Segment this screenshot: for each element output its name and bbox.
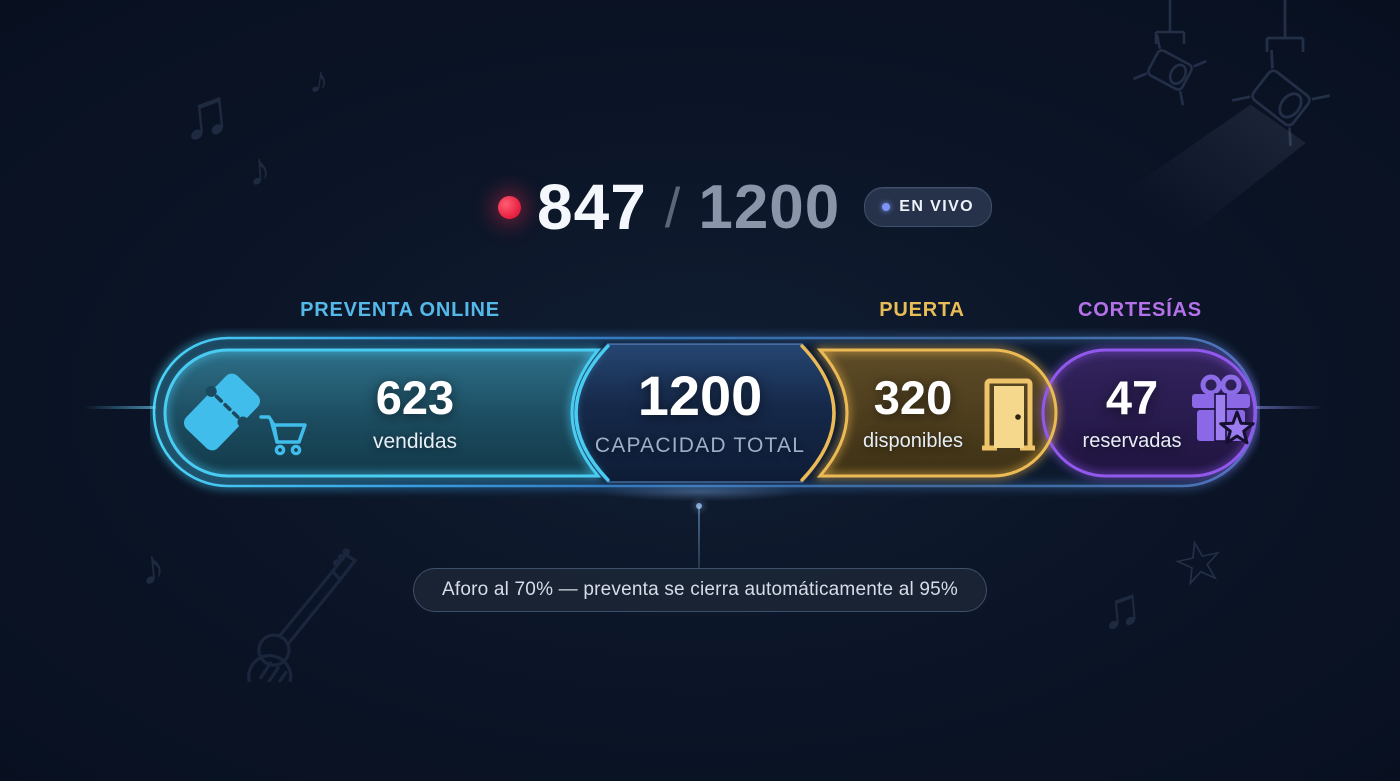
gift-icon [1192,374,1255,445]
star-icon: ☆ [1165,524,1233,601]
guitar-icon [247,548,358,682]
right-light-streak [1256,406,1324,409]
stat-capacidad: 1200 CAPACIDAD TOTAL [595,368,805,458]
stat-preventa: 623 vendidas [373,374,457,454]
stat-puerta: 320 disponibles [863,374,963,453]
stat-cortesias: 47 reservadas [1083,374,1182,453]
header-separator: / [664,175,681,239]
music-note-double-icon: ♫ [1097,574,1145,641]
segment-capacidad [576,344,834,482]
label-cortesias: CORTESÍAS [1078,299,1202,322]
cortesias-value: 47 [1105,371,1159,424]
live-red-dot-icon [498,195,521,219]
puerta-sublabel: disponibles [862,430,964,452]
blue-dot-icon [882,203,891,211]
ticket-and-cart-icons [183,373,307,456]
live-badge-label: EN VIVO [899,198,974,215]
live-status-badge: EN VIVO [864,187,992,227]
music-note-single-icon: ♪ [137,537,168,597]
capacidad-value: 1200 [637,364,763,427]
total-count: 1200 [698,172,841,242]
label-preventa-online: PREVENTA ONLINE [300,299,500,322]
header: 847 / 1200 EN VIVO [498,170,992,244]
music-note-double-icon: ♫ [176,73,235,155]
label-puerta: PUERTA [879,299,965,322]
left-light-streak [84,406,156,409]
ticket-icon [183,373,261,451]
bottom-flare [558,479,842,505]
shopping-cart-icon [259,415,307,456]
music-note-single-icon: ♪ [246,142,273,196]
spotlight-icon [1133,0,1207,106]
spotlight-icon [1231,0,1331,147]
music-note-single-icon: ♪ [307,58,332,104]
capacidad-sublabel: CAPACIDAD TOTAL [594,434,806,457]
sold-count: 847 [537,171,647,243]
preventa-value: 623 [375,371,455,424]
preventa-sublabel: vendidas [372,430,458,453]
segment-preventa [165,350,598,476]
connector-line [696,503,702,568]
star-icon [1219,410,1255,445]
aforo-note: Aforo al 70% — preventa se cierra automá… [412,568,988,612]
cortesias-sublabel: reservadas [1082,430,1182,452]
puerta-value: 320 [873,371,953,424]
door-icon [982,378,1035,451]
